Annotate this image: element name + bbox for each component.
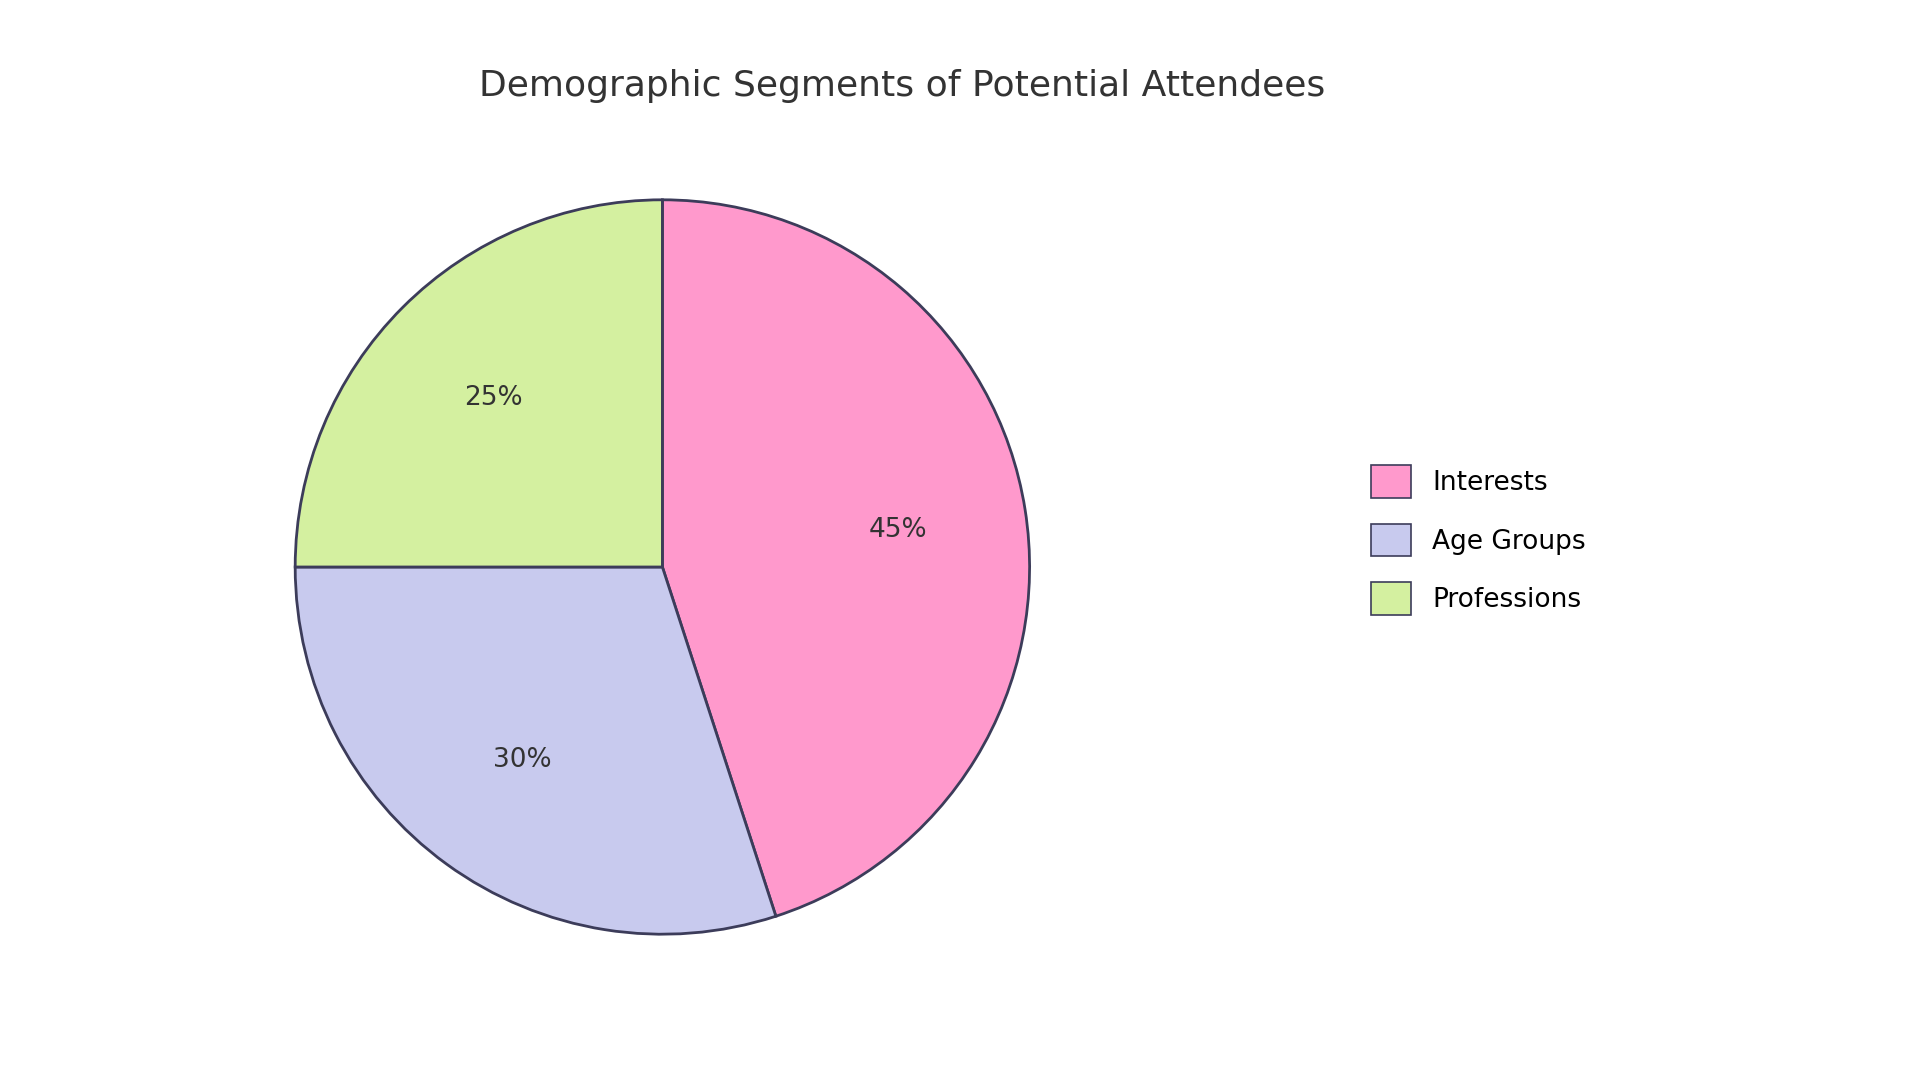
Wedge shape — [296, 567, 776, 934]
Wedge shape — [296, 200, 662, 567]
Wedge shape — [662, 200, 1029, 916]
Text: 45%: 45% — [870, 516, 927, 542]
Legend: Interests, Age Groups, Professions: Interests, Age Groups, Professions — [1361, 455, 1596, 625]
Text: 25%: 25% — [465, 386, 522, 411]
Text: Demographic Segments of Potential Attendees: Demographic Segments of Potential Attend… — [480, 69, 1325, 104]
Text: 30%: 30% — [493, 747, 551, 773]
